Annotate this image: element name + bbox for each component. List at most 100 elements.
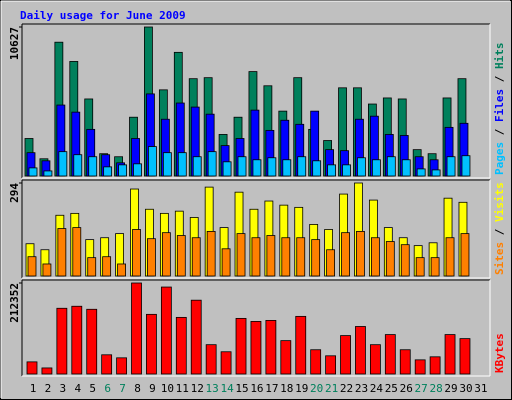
x-tick-label: 25	[385, 382, 398, 395]
x-tick-label: 14	[220, 382, 234, 395]
bar	[297, 156, 307, 177]
bar	[73, 154, 83, 177]
legend-entry: Hits	[493, 43, 506, 70]
bar	[266, 235, 276, 277]
bar	[176, 235, 186, 277]
x-tick-label: 29	[444, 382, 457, 395]
bar	[355, 326, 366, 375]
bar	[41, 367, 53, 375]
bar	[190, 299, 202, 375]
bar	[101, 354, 113, 375]
bar	[282, 159, 292, 177]
x-tick-label: 10	[161, 382, 174, 395]
bar	[295, 315, 307, 375]
bar	[342, 164, 351, 177]
x-tick-label: 23	[355, 382, 368, 395]
bar	[148, 146, 157, 177]
x-tick-label: 22	[340, 382, 353, 395]
bar	[220, 351, 232, 375]
legend-entry: Files	[493, 89, 506, 122]
bar	[237, 156, 247, 177]
bar	[221, 248, 231, 277]
bar	[341, 232, 350, 277]
bar	[161, 232, 171, 277]
x-tick-label: 27	[415, 382, 428, 395]
x-tick-label: 21	[325, 382, 338, 395]
bar	[400, 244, 410, 277]
bar	[72, 227, 82, 277]
x-tick-label: 12	[191, 382, 204, 395]
bar	[429, 356, 441, 375]
bar	[252, 159, 262, 177]
bar	[416, 168, 426, 177]
x-tick-label: 9	[149, 382, 156, 395]
x-tick-label: 24	[370, 382, 384, 395]
bar	[103, 166, 113, 177]
bar	[430, 257, 440, 277]
bar	[296, 237, 306, 277]
bar	[267, 157, 277, 177]
bar	[146, 313, 157, 375]
bar	[369, 344, 381, 375]
bar	[281, 237, 291, 277]
x-tick-label: 7	[119, 382, 126, 395]
bar	[325, 355, 337, 375]
bar	[57, 228, 67, 277]
x-tick-label: 26	[400, 382, 413, 395]
bar	[132, 229, 141, 277]
bar	[357, 157, 366, 177]
bar	[265, 320, 277, 375]
bar	[56, 307, 68, 375]
bar	[102, 256, 112, 277]
bar	[131, 282, 142, 375]
bar	[192, 156, 202, 177]
bar	[312, 160, 322, 177]
bar	[414, 359, 426, 375]
bar	[445, 237, 455, 277]
bar	[118, 164, 127, 177]
bar	[27, 256, 37, 277]
bar	[58, 151, 68, 177]
y-tick-label: 294	[8, 183, 21, 203]
bar	[370, 237, 380, 277]
bar	[88, 156, 98, 177]
bar	[444, 334, 456, 375]
bar	[251, 237, 261, 277]
legend-separator: /	[493, 122, 506, 142]
legend: Pages / Files / Hits	[493, 43, 506, 176]
bar	[133, 163, 142, 177]
bar	[222, 161, 232, 177]
bar	[311, 239, 321, 277]
x-tick-label: 30	[459, 382, 472, 395]
bar	[117, 263, 126, 277]
x-tick-label: 18	[280, 382, 293, 395]
bar	[160, 286, 172, 375]
bar	[356, 230, 365, 277]
x-tick-label: 19	[295, 382, 308, 395]
x-tick-label: 2	[45, 382, 52, 395]
bar	[461, 155, 471, 177]
bar	[446, 156, 456, 177]
legend-separator: /	[493, 222, 506, 242]
legend: Sites / Visits	[493, 182, 506, 275]
bar	[385, 241, 395, 277]
y-tick-label: 10627	[8, 27, 21, 60]
bar	[206, 230, 216, 277]
bar	[415, 257, 425, 277]
bar	[386, 156, 396, 177]
x-tick-label: 20	[310, 382, 323, 395]
bar	[87, 257, 97, 277]
x-tick-label: 11	[176, 382, 189, 395]
x-tick-label: 5	[89, 382, 96, 395]
bar	[460, 233, 470, 277]
legend-separator: /	[493, 69, 506, 89]
x-tick-label: 13	[206, 382, 219, 395]
bar	[310, 349, 322, 375]
legend-entry: KBytes	[493, 333, 506, 373]
x-tick-label: 16	[250, 382, 263, 395]
legend-entry: Sites	[493, 242, 506, 275]
x-tick-label: 3	[60, 382, 67, 395]
bar	[431, 169, 441, 177]
bar	[147, 238, 156, 277]
bar	[205, 344, 217, 375]
